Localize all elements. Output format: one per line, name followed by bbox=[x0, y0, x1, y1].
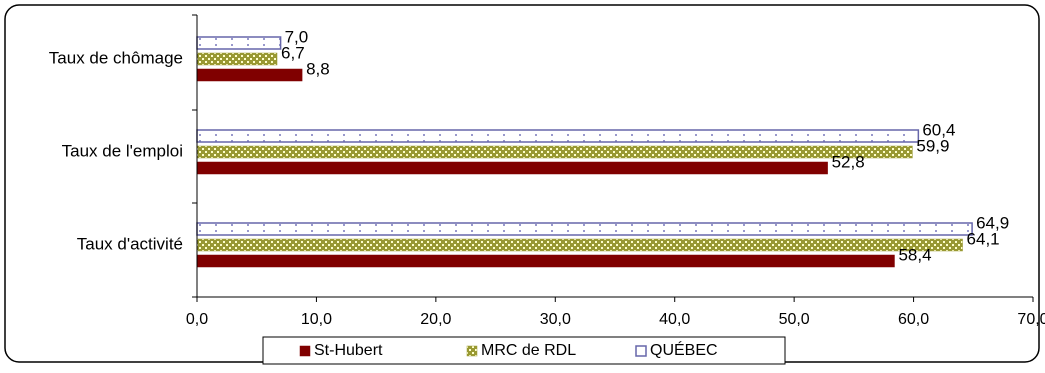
data-label-st-hubert: 52,8 bbox=[832, 152, 865, 171]
bar-mrc-de-rdl bbox=[196, 238, 963, 252]
bar-st-hubert bbox=[196, 254, 895, 268]
data-label-mrc-de-rdl: 6,7 bbox=[281, 43, 305, 62]
bar-st-hubert bbox=[196, 68, 303, 82]
legend: St-Hubert MRC de RDL QUÉBEC bbox=[262, 336, 786, 365]
bar-quebec bbox=[196, 129, 920, 143]
category-label: Taux de l'emploi bbox=[62, 141, 183, 160]
data-label-quebec: 7,0 bbox=[285, 27, 309, 46]
legend-label-st-hubert: St-Hubert bbox=[314, 342, 383, 359]
x-tick-label: 30,0 bbox=[540, 311, 571, 328]
x-tick-label: 70,0 bbox=[1017, 311, 1045, 328]
plot-area: 7,06,78,8 Taux de chômage 60,459,9 52,8 Taux… bbox=[49, 14, 1045, 328]
data-label-st-hubert: 58,4 bbox=[898, 245, 931, 264]
legend-label-mrc-de-rdl: MRC de RDL bbox=[481, 342, 576, 359]
legend-box bbox=[262, 336, 786, 365]
bar-st-hubert bbox=[196, 161, 828, 175]
legend-label-quebec: QUÉBEC bbox=[650, 340, 718, 359]
data-label-mrc-de-rdl: 59,9 bbox=[916, 136, 949, 155]
bar-quebec bbox=[196, 36, 282, 50]
category-label: Taux d'activité bbox=[77, 234, 183, 253]
x-tick-label: 10,0 bbox=[301, 311, 332, 328]
data-label-st-hubert: 8,8 bbox=[306, 59, 330, 78]
x-tick-label: 50,0 bbox=[779, 311, 810, 328]
legend-swatch-mrc-de-rdl bbox=[466, 345, 478, 357]
bar-mrc-de-rdl bbox=[196, 52, 278, 66]
bar-mrc-de-rdl bbox=[196, 145, 913, 159]
legend-swatch-quebec bbox=[635, 345, 647, 357]
x-tick-label: 20,0 bbox=[420, 311, 451, 328]
data-label-quebec: 64,9 bbox=[976, 213, 1009, 232]
category-label: Taux de chômage bbox=[49, 48, 183, 67]
bar-quebec bbox=[196, 222, 973, 236]
data-label-mrc-de-rdl: 64,1 bbox=[967, 229, 1000, 248]
x-tick-label: 0,0 bbox=[186, 311, 208, 328]
x-tick-label: 60,0 bbox=[898, 311, 929, 328]
legend-swatch-st-hubert bbox=[299, 345, 311, 357]
data-label-quebec: 60,4 bbox=[922, 120, 955, 139]
x-tick-label: 40,0 bbox=[659, 311, 690, 328]
